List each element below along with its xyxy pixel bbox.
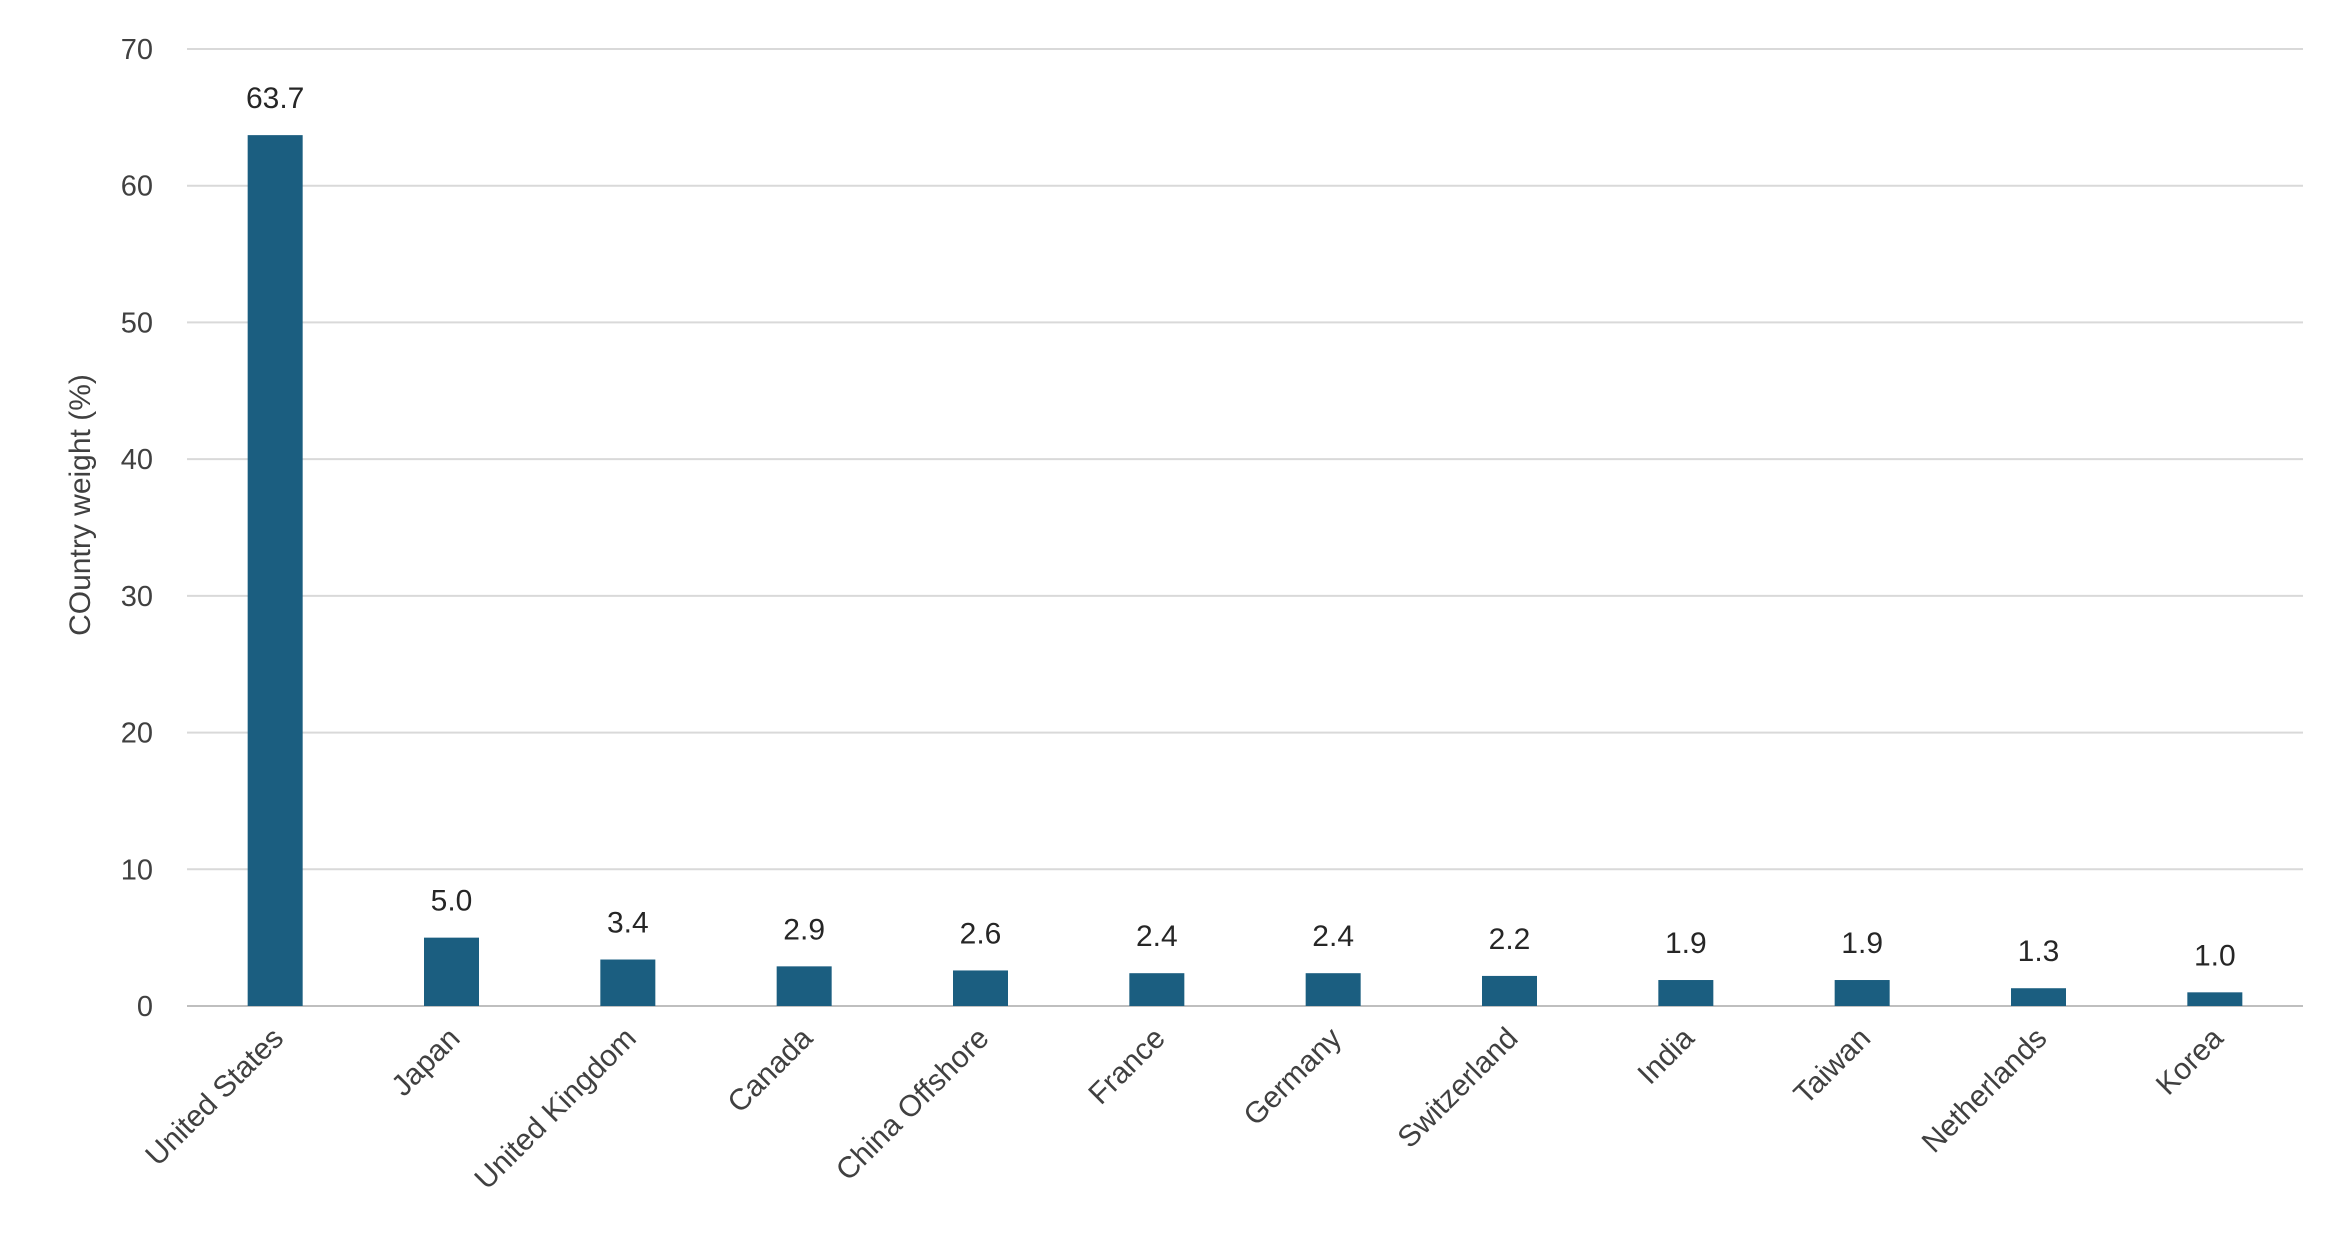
data-label: 2.4 (1136, 920, 1178, 953)
y-tick-label: 40 (121, 444, 153, 476)
data-label: 2.4 (1312, 920, 1354, 953)
data-label: 2.9 (783, 913, 825, 946)
data-label: 5.0 (431, 885, 473, 918)
x-tick-label: Switzerland (1391, 1022, 1524, 1155)
bar (600, 959, 656, 1006)
data-label: 1.0 (2194, 939, 2236, 972)
y-tick-label: 0 (137, 991, 153, 1023)
bar (247, 135, 303, 1006)
x-tick-label: India (1631, 1021, 1701, 1091)
bar (2187, 992, 2243, 1006)
gridlines (187, 48, 2303, 1007)
x-tick-label: Taiwan (1788, 1022, 1877, 1111)
data-labels: 63.7 5.0 3.4 2.9 2.6 2.4 2.4 2.2 1.9 1.9 1.3 1.0 (246, 82, 2236, 972)
bar (1129, 973, 1185, 1006)
x-tick-label: United States (139, 1022, 290, 1173)
x-tick-label: Germany (1238, 1022, 1349, 1133)
bar (1834, 980, 1890, 1006)
data-label: 2.6 (960, 917, 1002, 950)
data-label: 63.7 (246, 82, 304, 115)
x-tick-label: Korea (2150, 1021, 2230, 1101)
y-tick-label: 50 (121, 307, 153, 339)
y-tick-label: 30 (121, 581, 153, 613)
y-tick-label: 20 (121, 718, 153, 750)
y-tick-label: 70 (121, 34, 153, 66)
bar (424, 937, 479, 1006)
bar (1482, 975, 1537, 1006)
x-tick-label: Japan (385, 1022, 466, 1103)
y-axis-ticks: 0 10 20 30 40 50 60 70 (121, 34, 153, 1023)
x-tick-label: United Kingdom (469, 1022, 643, 1196)
y-tick-label: 10 (121, 854, 153, 886)
bars (247, 135, 2243, 1006)
data-label: 1.9 (1841, 927, 1883, 960)
bar (2011, 988, 2066, 1006)
data-label: 1.9 (1665, 927, 1707, 960)
x-tick-label: France (1082, 1022, 1171, 1111)
data-label: 1.3 (2018, 935, 2060, 968)
data-label: 2.2 (1489, 923, 1531, 956)
x-tick-label: Netherlands (1916, 1022, 2054, 1160)
y-tick-label: 60 (121, 171, 153, 203)
data-label: 3.4 (607, 907, 649, 940)
bar (953, 970, 1008, 1006)
x-tick-label: Canada (721, 1021, 819, 1119)
bar (776, 966, 832, 1006)
bar (1305, 973, 1361, 1006)
bar (1658, 980, 1714, 1006)
y-axis-title: COuntry weight (%) (64, 374, 97, 636)
x-tick-label: China Offshore (830, 1022, 996, 1188)
x-axis-categories: United States Japan United Kingdom Canada Ch… (139, 1021, 2230, 1195)
